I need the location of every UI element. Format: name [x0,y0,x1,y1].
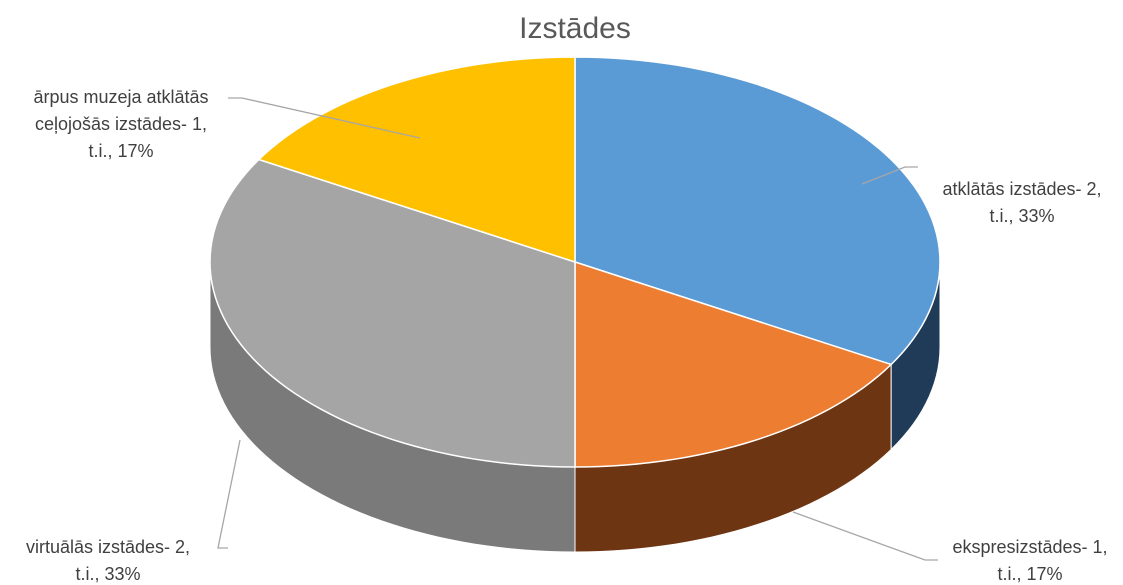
leader-line [861,166,918,185]
pie-slice [574,260,893,468]
pie-slice [574,56,941,366]
pie-slice [209,158,576,468]
data-label: virtuālās izstādes- 2, [26,537,190,557]
data-label: t.i., 17% [997,564,1062,584]
data-label: ceļojošās izstādes- 1, [35,114,207,134]
chart-title: Izstādes [519,12,631,45]
leader-line [792,511,938,561]
data-label: ekspresizstādes- 1, [952,537,1107,557]
data-label: t.i., 17% [88,141,153,161]
data-label: atklātās izstādes- 2, [942,179,1101,199]
data-label: ārpus muzeja atklātās [33,87,208,107]
leader-line [217,439,241,549]
data-label: t.i., 33% [75,564,140,584]
data-label: t.i., 33% [989,206,1054,226]
pie-slice [257,56,576,264]
leader-line [228,97,421,139]
